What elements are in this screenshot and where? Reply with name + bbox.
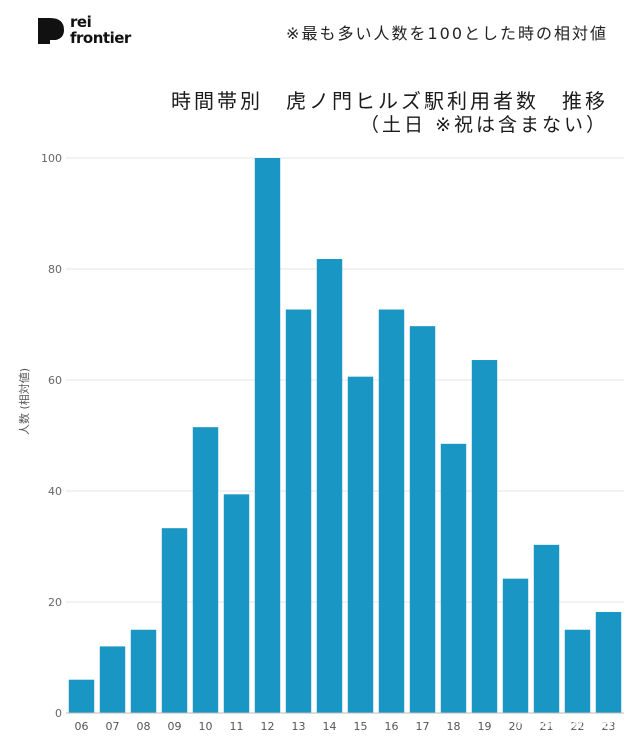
bar [316, 259, 343, 713]
bar [99, 646, 126, 713]
x-tick-label: 09 [168, 720, 182, 733]
x-tick-label: 08 [137, 720, 151, 733]
x-tick-label: 15 [354, 720, 368, 733]
logo-mark-icon [38, 18, 64, 44]
bar [347, 376, 374, 713]
bar [564, 629, 591, 713]
relative-value-note: ※最も多い人数を100とした時の相対値 [286, 24, 608, 43]
rei-frontier-logo: rei frontier [36, 14, 146, 48]
x-tick-label: 10 [199, 720, 213, 733]
y-tick-label: 40 [48, 485, 62, 498]
x-tick-label: 23 [602, 720, 616, 733]
x-tick-label: 14 [323, 720, 337, 733]
x-tick-label: 12 [261, 720, 275, 733]
logo-line-1: rei [70, 13, 92, 31]
logo-text: rei frontier [70, 14, 131, 46]
response-watermark: Response. [516, 712, 620, 733]
bar [161, 528, 188, 713]
y-tick-label: 20 [48, 596, 62, 609]
y-tick-label: 0 [55, 707, 62, 720]
x-tick-label: 16 [385, 720, 399, 733]
x-tick-label: 22 [571, 720, 585, 733]
bar [68, 679, 95, 713]
x-tick-label: 07 [106, 720, 120, 733]
bar [192, 427, 219, 713]
y-tick-label: 80 [48, 263, 62, 276]
chart-subtitle: （土日 ※祝は含まない） [360, 114, 608, 136]
bar [254, 158, 281, 713]
bar [533, 544, 560, 713]
x-tick-label: 20 [509, 720, 523, 733]
bar [223, 494, 250, 713]
bar [409, 326, 436, 713]
x-tick-label: 21 [540, 720, 554, 733]
x-tick-label: 11 [230, 720, 244, 733]
bar [502, 578, 529, 713]
x-tick-label: 13 [292, 720, 306, 733]
chart-title: 時間帯別 虎ノ門ヒルズ駅利用者数 推移 [171, 89, 608, 113]
bar [471, 360, 498, 713]
bar [130, 629, 157, 713]
x-tick-label: 17 [416, 720, 430, 733]
bar [595, 611, 622, 713]
bar [285, 309, 312, 713]
y-tick-label: 100 [41, 152, 62, 165]
x-tick-label: 06 [75, 720, 89, 733]
y-axis-label: 人数 (相対値) [18, 367, 31, 435]
bar [378, 309, 405, 713]
bar [440, 443, 467, 713]
x-tick-label: 19 [478, 720, 492, 733]
x-tick-label: 18 [447, 720, 461, 733]
y-tick-label: 60 [48, 374, 62, 387]
logo-line-2: frontier [70, 29, 131, 47]
